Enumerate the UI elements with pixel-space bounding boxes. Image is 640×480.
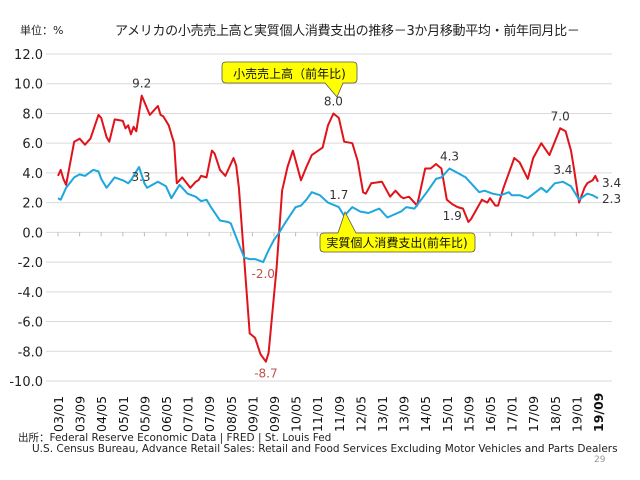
x-tick-label: 17/01: [505, 396, 520, 432]
x-tick-label: 06/05: [159, 396, 174, 432]
x-tick-label: 09/09: [267, 396, 282, 432]
source-line-1: 出所：Federal Reserve Economic Data | FRED …: [18, 432, 332, 444]
x-tick-label: 03/01: [51, 396, 66, 432]
y-tick-label: -4.0: [18, 286, 43, 301]
y-tick-label: 6.0: [22, 137, 43, 152]
unit-label: 単位：%: [20, 24, 64, 37]
x-tick-label: 05/09: [137, 396, 152, 432]
x-tick-label: 07/09: [202, 396, 217, 432]
y-tick-label: 12.0: [14, 48, 43, 63]
x-tick-label: 19/01: [569, 396, 584, 432]
x-tick-label: 09/01: [245, 396, 260, 432]
x-tick-label: 19/09: [591, 393, 606, 432]
x-tick-label: 13/09: [397, 396, 412, 432]
data-label: 7.0: [551, 109, 570, 123]
data-label: 2.3: [602, 192, 621, 206]
series-line-retail: [57, 94, 599, 363]
retail-legend-callout-label: 小売売上高（前年比): [233, 66, 346, 81]
x-tick-label: 12/05: [353, 396, 368, 432]
x-tick-label: 07/01: [181, 396, 196, 432]
data-label: 3.3: [131, 170, 150, 184]
data-label: 3.4: [602, 176, 621, 190]
y-tick-label: -6.0: [18, 316, 43, 331]
source-line-2: U.S. Census Bureau, Advance Retail Sales…: [32, 443, 618, 455]
page-number: 29: [594, 455, 606, 465]
data-label: -2.0: [251, 267, 274, 281]
y-tick-label: -10.0: [9, 375, 43, 390]
x-tick-label: 10/05: [289, 396, 304, 432]
y-tick-label: 10.0: [14, 78, 43, 93]
x-tick-label: 15/01: [440, 396, 455, 432]
chart-title: アメリカの小売売上高と実質個人消費支出の推移－3か月移動平均・前年同月比－: [115, 24, 580, 39]
x-tick-label: 18/05: [548, 396, 563, 432]
consumption-legend-callout-label: 実質個人消費支出(前年比): [326, 235, 467, 250]
y-tick-label: 4.0: [22, 167, 43, 182]
data-label: 3.4: [553, 163, 572, 177]
consumption-legend-callout-box: [319, 210, 476, 253]
y-tick-label: 8.0: [22, 107, 43, 122]
x-tick-label: 16/05: [483, 396, 498, 432]
x-tick-label: 17/09: [526, 396, 541, 432]
x-tick-label: 11/01: [310, 396, 325, 432]
y-tick-label: -8.0: [18, 345, 43, 360]
x-tick-label: 04/05: [94, 396, 109, 432]
data-label: -8.7: [254, 367, 277, 381]
x-tick-label: 13/01: [375, 396, 390, 432]
x-tick-label: 15/09: [461, 396, 476, 432]
data-label: 9.2: [132, 77, 151, 91]
x-tick-label: 14/05: [418, 396, 433, 432]
retail-legend-callout-box: [221, 61, 358, 98]
y-tick-label: -2.0: [18, 256, 43, 271]
x-tick-label: 11/09: [332, 396, 347, 432]
data-label: 1.7: [329, 188, 348, 202]
data-label: 8.0: [324, 94, 343, 108]
y-tick-label: 0.0: [22, 226, 43, 241]
x-tick-label: 08/05: [224, 396, 239, 432]
data-label: 1.9: [443, 209, 462, 223]
x-tick-label: 05/01: [116, 396, 131, 432]
data-label: 4.3: [440, 149, 459, 163]
y-tick-label: 2.0: [22, 197, 43, 212]
x-tick-label: 03/09: [73, 396, 88, 432]
series-line-consumption: [57, 166, 599, 264]
